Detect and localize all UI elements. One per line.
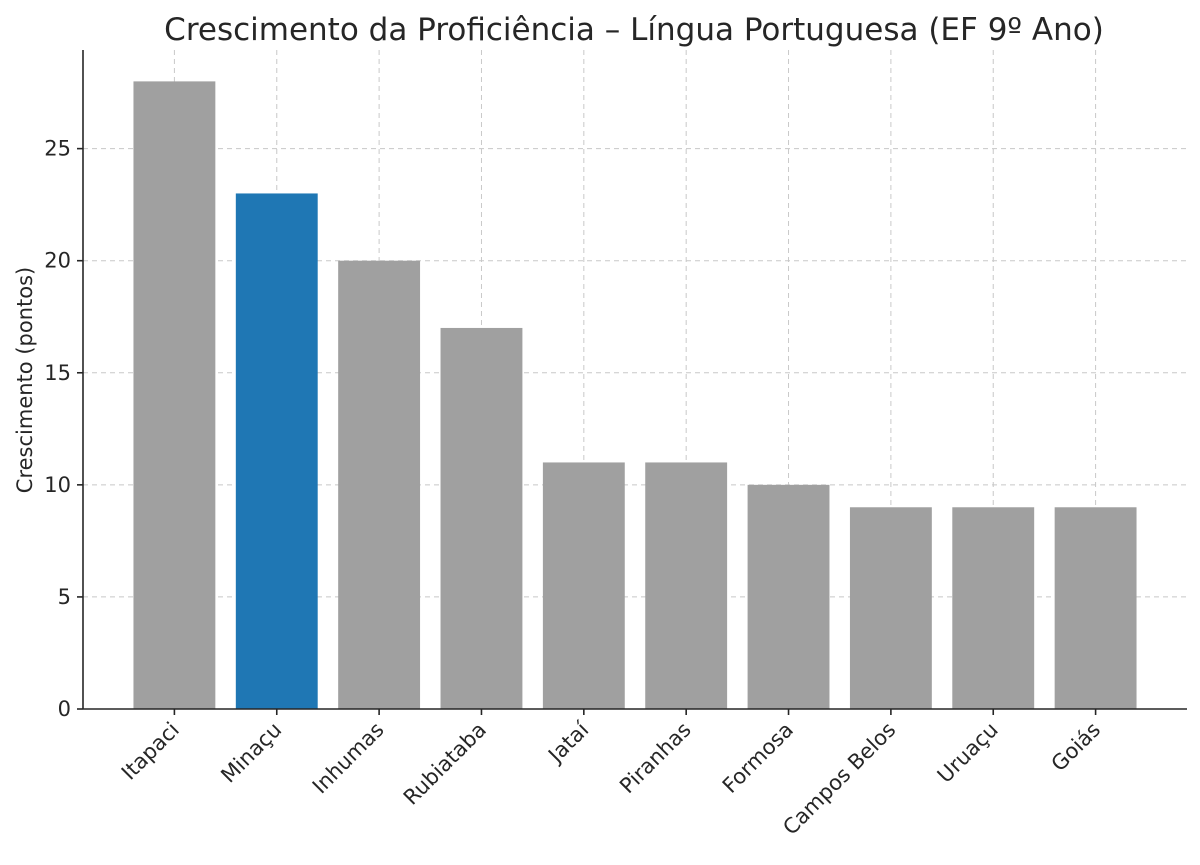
- bar-5: [645, 462, 728, 709]
- y-tick-label-4: 20: [44, 249, 71, 273]
- x-tick-label-8: Uruaçu: [933, 718, 1003, 788]
- x-tick-label-6: Formosa: [718, 718, 798, 798]
- bar-4: [542, 462, 625, 709]
- y-axis-label: Crescimento (pontos): [13, 267, 37, 493]
- x-tick-label-4: Jataí: [542, 717, 594, 769]
- bar-8: [952, 507, 1035, 709]
- y-tick-label-1: 5: [58, 585, 71, 609]
- bars: [133, 81, 1137, 709]
- x-tick-label-9: Goiás: [1047, 718, 1106, 777]
- y-tick-label-5: 25: [44, 137, 71, 161]
- y-tick-label-3: 15: [44, 361, 71, 385]
- x-tick-label-2: Inhumas: [308, 718, 389, 799]
- x-tick-label-5: Piranhas: [615, 718, 696, 799]
- x-tick-labels: Itapaci Minaçu Inhumas Rubiataba Jataí Piranh…: [117, 717, 1105, 840]
- bar-1: [235, 193, 318, 709]
- bar-7: [849, 507, 932, 709]
- bar-9: [1054, 507, 1137, 709]
- axes: [77, 50, 1187, 715]
- bar-3: [440, 327, 523, 709]
- bar-0: [133, 81, 216, 709]
- y-tick-label-0: 0: [58, 697, 71, 721]
- x-tick-label-0: Itapaci: [117, 718, 184, 785]
- bar-2: [338, 260, 421, 709]
- x-tick-label-3: Rubiataba: [399, 718, 491, 810]
- y-tick-labels: 0 5 10 15 20 25: [44, 137, 71, 721]
- chart-title: Crescimento da Proficiência – Língua Por…: [164, 12, 1104, 48]
- bar-6: [747, 484, 830, 709]
- x-tick-label-1: Minaçu: [216, 718, 286, 788]
- y-tick-label-2: 10: [44, 473, 71, 497]
